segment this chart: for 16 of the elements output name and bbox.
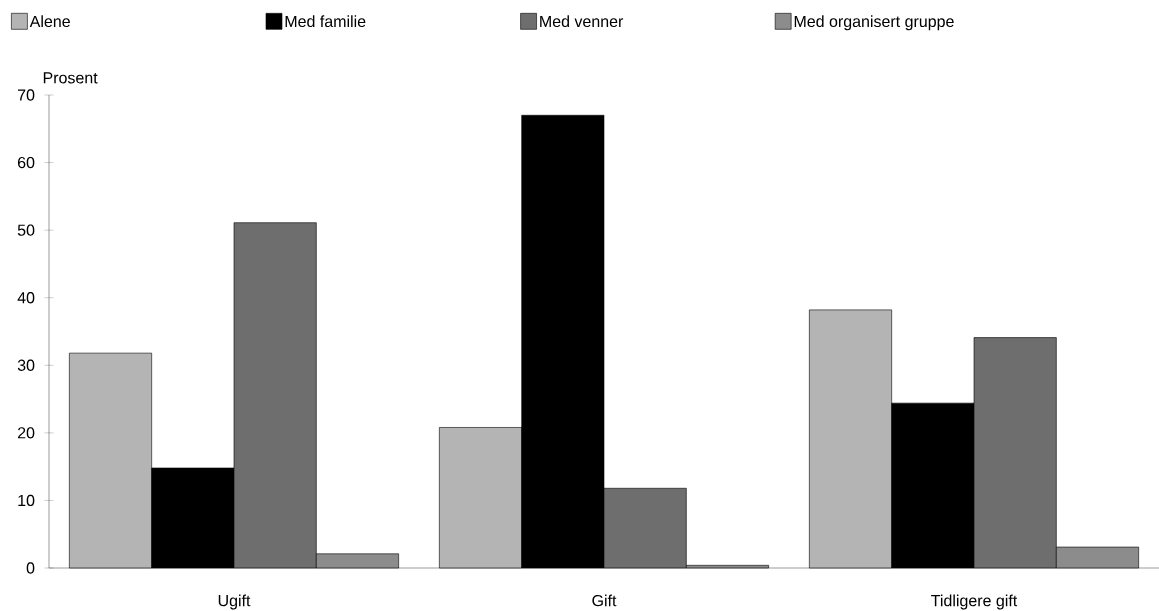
- y-tick-label: 50: [17, 224, 35, 236]
- x-tick-label: Tidligere gift: [931, 594, 1018, 610]
- legend-label: Alene: [29, 15, 70, 28]
- y-axis-title: Prosent: [43, 72, 98, 84]
- y-tick-label: 40: [17, 292, 35, 304]
- y-tick-label: 70: [18, 89, 35, 101]
- y-tick-label: 10: [18, 494, 35, 507]
- x-tick-label: Ugift: [218, 594, 251, 610]
- y-tick-label: 20: [17, 427, 35, 439]
- legend-label: Med familie: [285, 15, 366, 28]
- legend-label: Med venner: [540, 15, 624, 28]
- y-tick-label: 0: [26, 562, 35, 574]
- y-tick-label: 60: [17, 156, 35, 169]
- y-tick-label: 30: [17, 359, 35, 371]
- legend-label: Med organisert gruppe: [794, 15, 954, 31]
- x-tick-label: Gift: [592, 594, 617, 607]
